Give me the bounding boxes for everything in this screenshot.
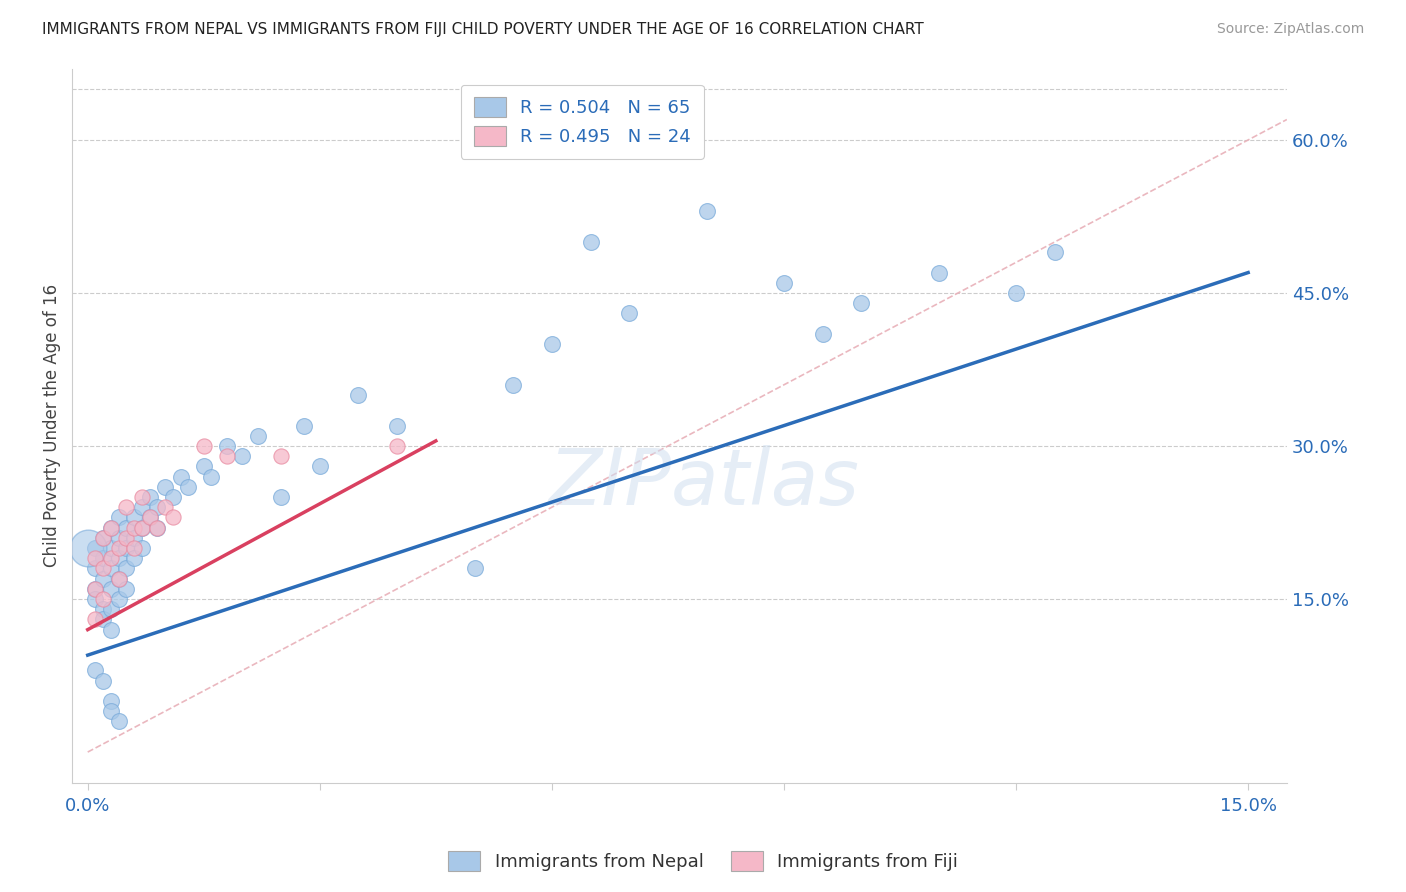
Point: [246, 429, 269, 443]
Point: [773, 276, 796, 290]
Point: [146, 520, 169, 534]
Point: [91, 592, 114, 607]
Text: ZIPatlas: ZIPatlas: [548, 445, 859, 521]
Point: [463, 561, 485, 575]
Point: [385, 418, 408, 433]
Point: [122, 541, 145, 555]
Point: [122, 551, 145, 566]
Point: [91, 531, 114, 545]
Point: [91, 561, 114, 575]
Point: [138, 510, 160, 524]
Point: [107, 551, 129, 566]
Point: [107, 592, 129, 607]
Point: [541, 337, 564, 351]
Legend: Immigrants from Nepal, Immigrants from Fiji: Immigrants from Nepal, Immigrants from F…: [440, 844, 966, 879]
Point: [100, 520, 122, 534]
Point: [100, 541, 122, 555]
Point: [84, 612, 107, 626]
Point: [122, 510, 145, 524]
Point: [131, 520, 153, 534]
Point: [193, 459, 215, 474]
Point: [115, 541, 138, 555]
Point: [100, 623, 122, 637]
Point: [100, 520, 122, 534]
Point: [122, 531, 145, 545]
Point: [146, 520, 169, 534]
Point: [76, 541, 98, 555]
Point: [91, 572, 114, 586]
Point: [84, 592, 107, 607]
Point: [1005, 285, 1028, 300]
Point: [107, 531, 129, 545]
Point: [131, 500, 153, 515]
Point: [84, 561, 107, 575]
Point: [107, 572, 129, 586]
Point: [84, 582, 107, 596]
Point: [100, 582, 122, 596]
Point: [100, 602, 122, 616]
Point: [84, 664, 107, 678]
Point: [270, 449, 292, 463]
Point: [215, 449, 238, 463]
Point: [91, 551, 114, 566]
Point: [107, 541, 129, 555]
Point: [292, 418, 315, 433]
Point: [270, 490, 292, 504]
Point: [115, 531, 138, 545]
Point: [131, 490, 153, 504]
Point: [1043, 245, 1066, 260]
Point: [115, 520, 138, 534]
Legend: R = 0.504   N = 65, R = 0.495   N = 24: R = 0.504 N = 65, R = 0.495 N = 24: [461, 85, 704, 159]
Point: [91, 602, 114, 616]
Point: [131, 520, 153, 534]
Point: [84, 551, 107, 566]
Point: [115, 561, 138, 575]
Point: [91, 531, 114, 545]
Point: [928, 266, 950, 280]
Point: [215, 439, 238, 453]
Point: [162, 490, 184, 504]
Point: [138, 510, 160, 524]
Point: [169, 469, 191, 483]
Point: [347, 388, 370, 402]
Point: [579, 235, 602, 249]
Point: [84, 541, 107, 555]
Point: [696, 204, 718, 219]
Point: [91, 673, 114, 688]
Point: [100, 561, 122, 575]
Point: [385, 439, 408, 453]
Point: [153, 500, 176, 515]
Point: [115, 500, 138, 515]
Point: [177, 480, 200, 494]
Point: [200, 469, 222, 483]
Point: [162, 510, 184, 524]
Point: [153, 480, 176, 494]
Point: [138, 490, 160, 504]
Point: [84, 582, 107, 596]
Point: [308, 459, 330, 474]
Text: Source: ZipAtlas.com: Source: ZipAtlas.com: [1216, 22, 1364, 37]
Point: [502, 377, 524, 392]
Point: [193, 439, 215, 453]
Point: [146, 500, 169, 515]
Point: [811, 326, 834, 341]
Point: [231, 449, 253, 463]
Text: IMMIGRANTS FROM NEPAL VS IMMIGRANTS FROM FIJI CHILD POVERTY UNDER THE AGE OF 16 : IMMIGRANTS FROM NEPAL VS IMMIGRANTS FROM…: [42, 22, 924, 37]
Point: [107, 510, 129, 524]
Point: [100, 551, 122, 566]
Point: [107, 572, 129, 586]
Point: [619, 306, 641, 320]
Point: [107, 714, 129, 729]
Point: [851, 296, 873, 310]
Point: [100, 694, 122, 708]
Point: [122, 520, 145, 534]
Point: [131, 541, 153, 555]
Point: [115, 582, 138, 596]
Y-axis label: Child Poverty Under the Age of 16: Child Poverty Under the Age of 16: [44, 284, 60, 567]
Point: [91, 612, 114, 626]
Point: [100, 704, 122, 718]
